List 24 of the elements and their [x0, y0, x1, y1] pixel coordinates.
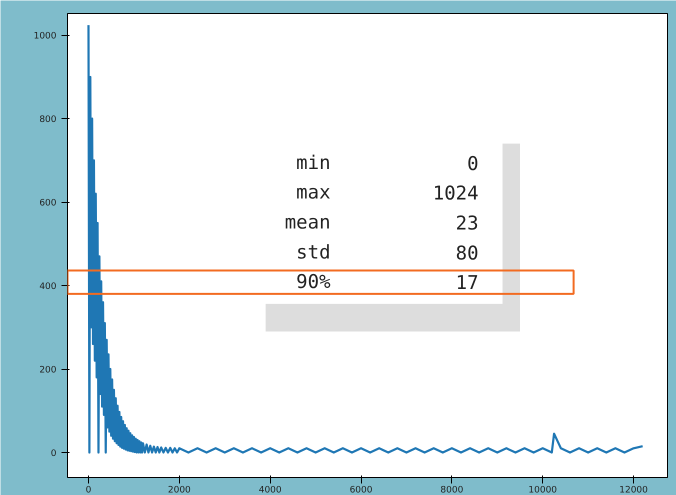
x-tick-label: 12000	[619, 486, 648, 495]
y-tick-label: 400	[39, 282, 57, 292]
x-tick-label: 2000	[168, 486, 192, 495]
y-tick-label: 1000	[34, 32, 57, 42]
annotation: mean	[284, 212, 331, 234]
y-tick-label: 200	[39, 366, 57, 376]
annotation: 80	[456, 242, 479, 264]
y-tick-label: 600	[39, 198, 57, 209]
annotation: 0	[467, 152, 479, 175]
annotation: 90%	[296, 271, 332, 294]
x-tick-label: 8000	[440, 486, 464, 495]
y-tick-label: 800	[39, 115, 57, 126]
annotation: 1024	[432, 182, 479, 205]
annotation: std	[296, 241, 331, 264]
line-series	[87, 24, 644, 454]
x-tick-label: 0	[86, 486, 92, 495]
y-tick-label: 0	[50, 448, 57, 459]
annotation: max	[296, 182, 331, 204]
annotation: min	[296, 152, 331, 174]
x-tick-label: 10000	[528, 486, 558, 495]
annotation: 23	[456, 212, 479, 235]
x-tick-label: 6000	[350, 486, 373, 495]
annotation: 17	[456, 272, 479, 294]
x-tick-label: 4000	[258, 486, 282, 495]
